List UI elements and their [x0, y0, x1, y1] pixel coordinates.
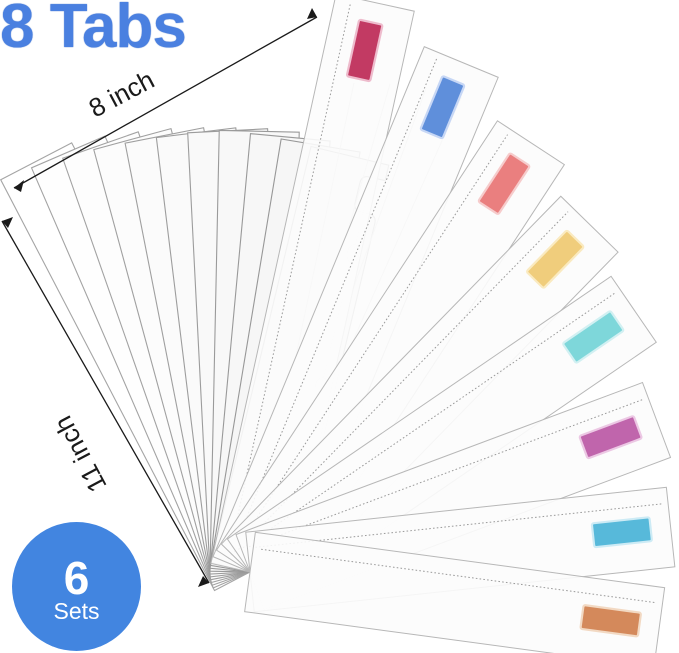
svg-text:8 inch: 8 inch: [84, 64, 159, 123]
svg-text:11 inch: 11 inch: [48, 411, 113, 497]
